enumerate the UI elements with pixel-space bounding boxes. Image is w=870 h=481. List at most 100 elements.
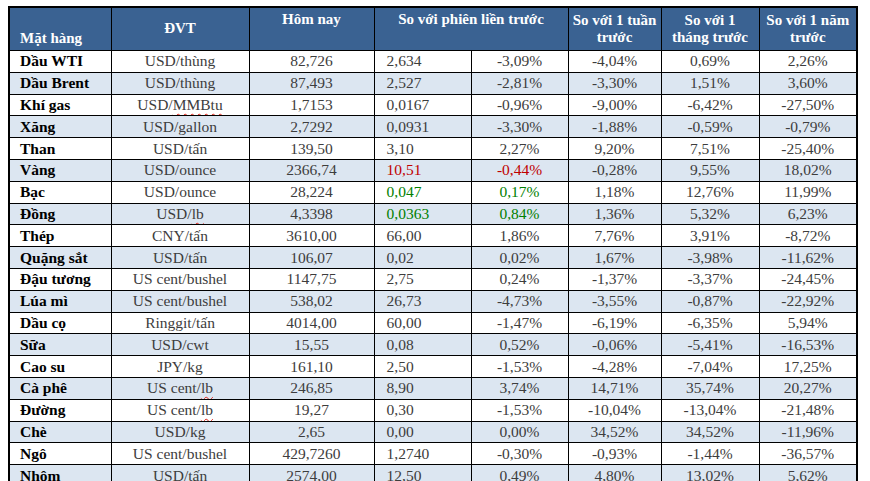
commodity-unit: US cent/bushel [111,443,249,465]
change-pct-week: 14,71% [568,377,661,399]
table-row: Dầu Brent USD/thùng 87,493 2,527 -2,81% … [9,72,857,94]
price-today: 1,7153 [249,94,374,116]
change-pct-year: -8,72% [759,225,857,247]
change-pct-session: -3,30% [471,116,568,138]
commodity-name: Đồng [9,203,111,225]
commodity-name: Thép [9,225,111,247]
price-today: 106,07 [249,247,374,269]
unit-text: USD/ounce [144,161,216,178]
table-row: Vàng USD/ounce 2366,74 10,51 -0,44% -0,2… [9,159,857,181]
change-pct-month: 34,52% [661,421,759,443]
table-row: Xăng USD/gallon 2,7292 0,0931 -3,30% -1,… [9,116,857,138]
change-pct-month: 3,91% [661,225,759,247]
unit-text: USD/tấn [153,140,207,157]
change-abs: 60,00 [374,312,471,334]
change-pct-month: 1,51% [661,72,759,94]
change-pct-week: -3,55% [568,290,661,312]
commodity-unit: USD/tấn [111,138,249,160]
change-pct-year: -24,45% [759,268,857,290]
commodity-name: Cà phê [9,377,111,399]
unit-text: USD/thùng [145,52,216,69]
change-pct-month: -13,04% [661,399,759,421]
unit-spellcheck-squiggle: MMBtu [173,96,223,113]
change-abs: 0,047 [374,181,471,203]
table-row: Đồng USD/lb 4,3398 0,0363 0,84% 1,36% 5,… [9,203,857,225]
price-today: 4,3398 [249,203,374,225]
commodity-unit: USD/kg [111,421,249,443]
unit-spellcheck-squiggle: lb [201,379,213,396]
table-row: Đường US cent/lb 19,27 0,30 -1,53% -10,0… [9,399,857,421]
unit-text: CNY/tấn [152,227,208,244]
unit-text: US cent/bushel [133,270,227,287]
change-abs: 0,08 [374,334,471,356]
change-pct-week: 7,76% [568,225,661,247]
change-pct-session: 0,02% [471,247,568,269]
change-pct-session: 1,86% [471,225,568,247]
commodity-name: Xăng [9,116,111,138]
unit-text: USD/kg [155,423,206,440]
commodity-unit: USD/tấn [111,247,249,269]
table-row: Dầu WTI USD/thùng 82,726 2,634 -3,09% -4… [9,51,857,73]
unit-text: USD/gallon [143,118,217,135]
table-row: Chè USD/kg 2,65 0,00 0,00% 34,52% 34,52%… [9,421,857,443]
change-pct-year: -22,92% [759,290,857,312]
change-pct-year: 5,94% [759,312,857,334]
change-pct-month: 5,32% [661,203,759,225]
commodity-unit: USD/cwt [111,334,249,356]
table-row: Dầu cọ Ringgit/tấn 4014,00 60,00 -1,47% … [9,312,857,334]
price-today: 139,50 [249,138,374,160]
unit-text: USD/tấn [153,249,207,266]
commodity-unit: USD/ounce [111,159,249,181]
change-pct-session: 0,24% [471,268,568,290]
change-pct-month: -0,87% [661,290,759,312]
price-today: 161,10 [249,356,374,378]
price-today: 538,02 [249,290,374,312]
table-row: Ngô US cent/bushel 429,7260 1,2740 -0,30… [9,443,857,465]
change-pct-session: 3,74% [471,377,568,399]
price-today: 82,726 [249,51,374,73]
table-header-row: Mặt hàng ĐVT Hôm nay So với phiên liền t… [9,7,857,51]
commodity-name: Lúa mì [9,290,111,312]
commodity-name: Dầu cọ [9,312,111,334]
header-vs-month: So với 1 tháng trước [661,7,759,51]
table-row: Khí gas USD/MMBtu 1,7153 0,0167 -0,96% -… [9,94,857,116]
change-pct-week: -10,04% [568,399,661,421]
change-pct-session: 0,84% [471,203,568,225]
change-abs: 2,527 [374,72,471,94]
change-pct-session: 0,17% [471,181,568,203]
change-abs: 12,50 [374,465,471,481]
commodity-price-table: Mặt hàng ĐVT Hôm nay So với phiên liền t… [8,6,858,481]
commodity-price-table-wrap: Mặt hàng ĐVT Hôm nay So với phiên liền t… [8,6,858,481]
change-pct-week: -9,00% [568,94,661,116]
unit-text: US cent/ [147,401,201,418]
change-pct-week: -1,88% [568,116,661,138]
change-pct-week: -6,19% [568,312,661,334]
unit-spellcheck-squiggle: lb [201,401,213,418]
table-row: Cao su JPY/kg 161,10 2,50 -1,53% -4,28% … [9,356,857,378]
change-pct-year: -11,96% [759,421,857,443]
change-pct-week: -4,28% [568,356,661,378]
change-pct-year: 17,25% [759,356,857,378]
change-pct-week: 1,18% [568,181,661,203]
commodity-unit: Ringgit/tấn [111,312,249,334]
change-pct-year: 20,27% [759,377,857,399]
change-pct-month: 12,76% [661,181,759,203]
change-pct-session: -1,47% [471,312,568,334]
commodity-name: Cao su [9,356,111,378]
commodity-name: Sữa [9,334,111,356]
change-abs: 2,50 [374,356,471,378]
change-pct-month: -5,41% [661,334,759,356]
change-pct-week: 34,52% [568,421,661,443]
change-pct-week: 4,80% [568,465,661,481]
table-row: Đậu tương US cent/bushel 1147,75 2,75 0,… [9,268,857,290]
change-pct-week: -3,30% [568,72,661,94]
change-abs: 0,02 [374,247,471,269]
commodity-unit: CNY/tấn [111,225,249,247]
commodity-name: Dầu WTI [9,51,111,73]
commodity-name: Khí gas [9,94,111,116]
price-today: 2366,74 [249,159,374,181]
commodity-name: Đường [9,399,111,421]
unit-text: US cent/ [147,379,201,396]
change-pct-month: 13,02% [661,465,759,481]
commodity-name: Dầu Brent [9,72,111,94]
